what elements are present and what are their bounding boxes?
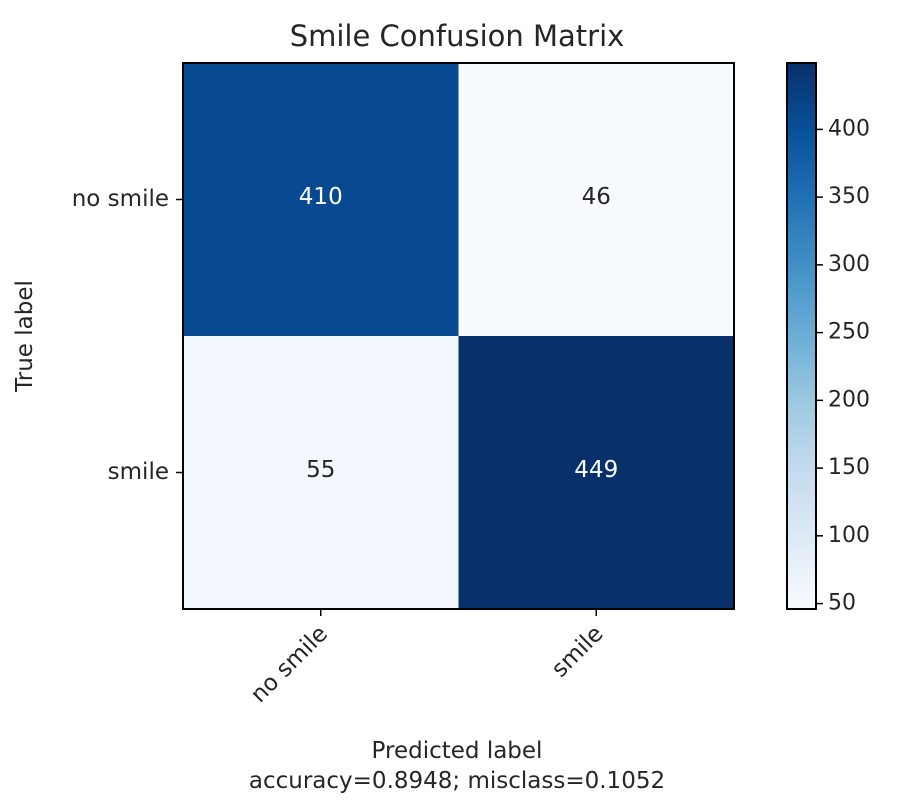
chart-title: Smile Confusion Matrix: [290, 19, 625, 53]
colorbar-tick-label: 350: [828, 184, 870, 209]
matrix-cell: [183, 336, 459, 609]
cell-value-label: 410: [299, 184, 343, 210]
colorbar-frame: [786, 62, 817, 610]
x-axis-ticks: no smile smile: [246, 609, 609, 708]
colorbar-tick-label: 100: [828, 523, 870, 548]
colorbar: [787, 63, 816, 609]
plot-frame: [182, 62, 735, 610]
cell-value-label: 449: [574, 457, 618, 483]
colorbar-tick-label: 150: [828, 455, 870, 480]
colorbar-tick-label: 400: [828, 116, 870, 141]
y-axis-ticks: no smile smile: [72, 186, 183, 485]
matrix-cell: [183, 63, 459, 336]
y-tick-label: no smile: [72, 186, 169, 212]
colorbar-tick-label: 250: [828, 320, 870, 345]
colorbar-tick-label: 50: [828, 591, 856, 616]
x-axis-note: accuracy=0.8948; misclass=0.1052: [249, 768, 665, 794]
cell-value-label: 55: [306, 457, 335, 483]
colorbar-tick-label: 200: [828, 387, 870, 412]
x-tick-label: no smile: [246, 621, 333, 708]
x-axis-label: Predicted label: [372, 738, 543, 764]
y-axis-label: True label: [12, 280, 38, 393]
cell-value-label: 46: [582, 184, 611, 210]
x-tick-label: smile: [547, 621, 609, 683]
y-tick-label: smile: [108, 459, 169, 485]
matrix-cells: 410 46 55 449: [183, 63, 734, 609]
colorbar-tick-label: 300: [828, 252, 870, 277]
matrix-cell: [458, 336, 734, 609]
colorbar-ticks: 50 100 150 200 250 300 350 400: [816, 116, 870, 616]
matrix-cell: [458, 63, 734, 336]
